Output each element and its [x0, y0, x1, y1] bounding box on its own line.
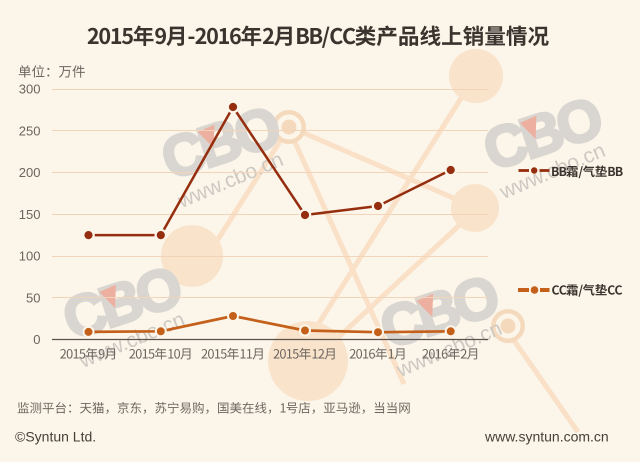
svg-text:50: 50: [26, 290, 40, 305]
svg-text:150: 150: [19, 207, 41, 222]
svg-text:200: 200: [19, 165, 41, 180]
svg-text:100: 100: [19, 249, 41, 264]
svg-text:300: 300: [19, 82, 41, 97]
svg-text:www.syntun.com.cn: www.syntun.com.cn: [484, 429, 609, 445]
svg-text:©Syntun Ltd.: ©Syntun Ltd.: [15, 429, 96, 445]
svg-text:250: 250: [19, 123, 41, 138]
svg-text:0: 0: [33, 332, 40, 347]
